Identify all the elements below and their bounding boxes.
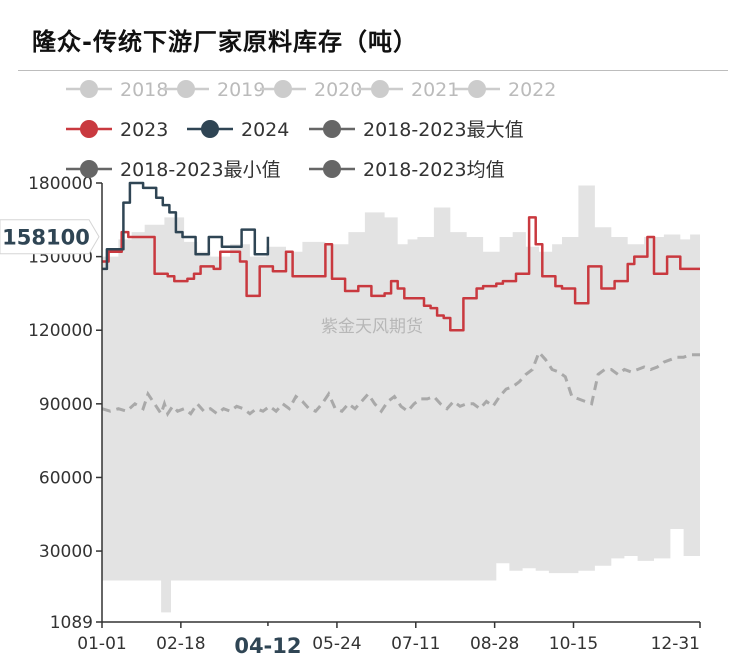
y-tick-label: 180000 bbox=[28, 174, 93, 194]
legend-item-2023[interactable]: 2023 bbox=[66, 119, 168, 141]
legend-label: 2020 bbox=[314, 79, 362, 101]
x-tick-label: 01-01 bbox=[77, 634, 126, 654]
series-line-average bbox=[101, 349, 700, 418]
y-tick-label: 1089 bbox=[50, 613, 93, 633]
legend-label: 2023 bbox=[120, 119, 168, 141]
series-line-2023 bbox=[102, 216, 700, 332]
legend-item-2018-2023最大值[interactable]: 2018-2023最大值 bbox=[309, 119, 524, 141]
legend-item-2020[interactable]: 2020 bbox=[260, 79, 362, 101]
title-divider bbox=[18, 70, 728, 71]
legend-marker-icon bbox=[80, 120, 98, 138]
x-pointer-box bbox=[227, 626, 308, 662]
legend-marker-icon bbox=[80, 80, 98, 98]
legend-item-2021[interactable]: 2021 bbox=[357, 79, 459, 101]
x-tick-label: 02-18 bbox=[156, 634, 205, 654]
legend-label: 2018-2023均值 bbox=[363, 159, 505, 181]
legend-label: 2021 bbox=[411, 79, 459, 101]
legend-item-2024[interactable]: 2024 bbox=[187, 119, 289, 141]
watermark-text: 紫金天风期货 bbox=[321, 317, 423, 337]
legend-marker-icon bbox=[274, 80, 292, 98]
chart-title: 隆众-传统下游厂家原料库存（吨） bbox=[32, 28, 418, 56]
legend-label: 2022 bbox=[508, 79, 556, 101]
y-pointer-label: 158100 bbox=[2, 226, 90, 250]
legend-item-2018[interactable]: 2018 bbox=[66, 79, 168, 101]
y-pointer-box bbox=[0, 219, 100, 255]
legend-marker-icon bbox=[80, 160, 98, 178]
legend-marker-icon bbox=[371, 80, 389, 98]
legend-label: 2024 bbox=[241, 119, 289, 141]
legend-label: 2018-2023最小值 bbox=[120, 159, 281, 181]
x-tick-label: 10-15 bbox=[549, 634, 598, 654]
legend-marker-icon bbox=[323, 120, 341, 138]
max-min-band bbox=[102, 185, 700, 613]
legend-item-2022[interactable]: 2022 bbox=[454, 79, 556, 101]
x-tick-label: 08-28 bbox=[470, 634, 519, 654]
legend-item-2019[interactable]: 2019 bbox=[163, 79, 265, 101]
y-tick-label: 30000 bbox=[39, 542, 93, 562]
y-tick-label: 60000 bbox=[39, 468, 93, 488]
legend-marker-icon bbox=[201, 120, 219, 138]
legend-item-2018-2023均值[interactable]: 2018-2023均值 bbox=[309, 159, 505, 181]
x-pointer-label: 04-12 bbox=[234, 634, 301, 658]
legend-marker-icon bbox=[323, 160, 341, 178]
series-line-2024 bbox=[102, 181, 270, 271]
legend-marker-icon bbox=[177, 80, 195, 98]
x-tick-label: 12-31 bbox=[651, 634, 700, 654]
legend-label: 2018-2023最大值 bbox=[363, 119, 524, 141]
y-tick-label: 90000 bbox=[39, 395, 93, 415]
legend-label: 2018 bbox=[120, 79, 168, 101]
x-tick-label: 07-11 bbox=[391, 634, 440, 654]
x-tick-label: 05-24 bbox=[312, 634, 361, 654]
y-tick-label: 120000 bbox=[28, 321, 93, 341]
legend-marker-icon bbox=[468, 80, 486, 98]
legend-item-2018-2023最小值[interactable]: 2018-2023最小值 bbox=[66, 159, 281, 181]
legend-label: 2019 bbox=[217, 79, 265, 101]
